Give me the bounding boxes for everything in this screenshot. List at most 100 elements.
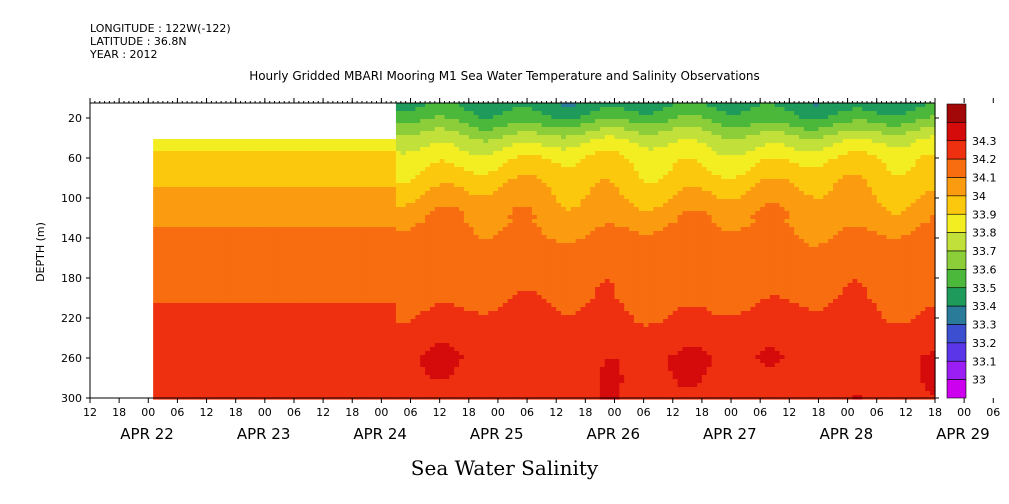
heatmap-cell — [279, 167, 285, 172]
heatmap-cell — [497, 383, 504, 388]
heatmap-cell — [478, 179, 484, 184]
heatmap-cell — [473, 347, 480, 352]
heatmap-cell — [410, 151, 416, 156]
heatmap-cell — [279, 247, 285, 252]
heatmap-cell — [206, 267, 213, 272]
heatmap-cell — [201, 183, 208, 188]
heatmap-cell — [507, 239, 514, 244]
heatmap-cell — [342, 223, 348, 228]
heatmap-cell — [493, 231, 499, 236]
heatmap-cell — [454, 103, 460, 108]
heatmap-cell — [206, 139, 213, 144]
heatmap-cell — [225, 391, 232, 396]
heatmap-cell — [279, 391, 285, 396]
heatmap-cell — [162, 355, 169, 360]
heatmap-cell — [313, 183, 319, 188]
heatmap-cell — [323, 203, 329, 208]
heatmap-cell — [289, 315, 295, 320]
heatmap-cell — [279, 283, 285, 288]
heatmap-cell — [459, 295, 465, 300]
heatmap-cell — [201, 235, 208, 240]
heatmap-cell — [439, 291, 446, 296]
heatmap-cell — [230, 171, 237, 176]
heatmap-cell — [420, 327, 426, 332]
heatmap-cell — [497, 303, 504, 308]
heatmap-cell — [332, 219, 339, 224]
heatmap-cell — [221, 367, 227, 372]
heatmap-cell — [459, 279, 465, 284]
heatmap-cell — [507, 259, 514, 264]
heatmap-cell — [225, 339, 232, 344]
heatmap-cell — [235, 235, 242, 240]
heatmap-cell — [162, 219, 169, 224]
heatmap-cell — [473, 327, 480, 332]
heatmap-cell — [386, 287, 392, 292]
heatmap-cell — [478, 195, 484, 200]
heatmap-cell — [357, 167, 363, 172]
heatmap-cell — [303, 295, 310, 300]
heatmap-cell — [371, 379, 378, 384]
heatmap-cell — [391, 271, 397, 276]
heatmap-cell — [206, 143, 213, 148]
heatmap-cell — [473, 355, 480, 360]
heatmap-cell — [395, 295, 402, 300]
heatmap-cell — [201, 331, 208, 336]
heatmap-cell — [483, 155, 489, 160]
heatmap-cell — [235, 367, 242, 372]
heatmap-cell — [405, 319, 412, 324]
heatmap-cell — [182, 307, 188, 312]
heatmap-cell — [323, 279, 329, 284]
heatmap-cell — [405, 159, 412, 164]
heatmap-cell — [493, 127, 499, 132]
heatmap-cell — [468, 287, 475, 292]
heatmap-cell — [250, 207, 256, 212]
heatmap-cell — [366, 195, 373, 200]
heatmap-cell — [483, 287, 489, 292]
heatmap-cell — [162, 195, 169, 200]
heatmap-cell — [371, 343, 378, 348]
heatmap-cell — [415, 139, 421, 144]
heatmap-cell — [483, 163, 489, 168]
heatmap-cell — [279, 383, 285, 388]
heatmap-cell — [337, 387, 344, 392]
heatmap-cell — [463, 131, 470, 136]
heatmap-cell — [240, 331, 247, 336]
heatmap-cell — [405, 255, 412, 260]
heatmap-cell — [250, 191, 256, 196]
heatmap-cell — [420, 227, 426, 232]
heatmap-cell — [352, 263, 358, 268]
heatmap-cell — [386, 391, 392, 396]
heatmap-cell — [361, 387, 368, 392]
heatmap-cell — [468, 195, 475, 200]
heatmap-cell — [187, 379, 193, 384]
heatmap-cell — [303, 367, 310, 372]
heatmap-cell — [366, 367, 373, 372]
heatmap-cell — [303, 155, 310, 160]
heatmap-cell — [468, 263, 475, 268]
heatmap-cell — [371, 227, 378, 232]
heatmap-cell — [201, 267, 208, 272]
heatmap-cell — [493, 143, 499, 148]
heatmap-cell — [381, 347, 387, 352]
heatmap-cell — [381, 363, 387, 368]
heatmap-cell — [478, 231, 484, 236]
heatmap-cell — [177, 347, 183, 352]
heatmap-cell — [230, 319, 237, 324]
heatmap-cell — [157, 239, 164, 244]
heatmap-cell — [449, 395, 455, 400]
heatmap-cell — [216, 219, 222, 224]
heatmap-cell — [357, 351, 363, 356]
heatmap-cell — [391, 359, 397, 364]
heatmap-cell — [327, 151, 334, 156]
heatmap-cell — [332, 319, 339, 324]
heatmap-cell — [332, 307, 339, 312]
heatmap-cell — [376, 195, 382, 200]
heatmap-cell — [342, 303, 348, 308]
heatmap-cell — [289, 151, 295, 156]
heatmap-cell — [303, 371, 310, 376]
heatmap-cell — [303, 279, 310, 284]
heatmap-cell — [187, 359, 193, 364]
heatmap-cell — [279, 143, 285, 148]
heatmap-cell — [206, 387, 213, 392]
